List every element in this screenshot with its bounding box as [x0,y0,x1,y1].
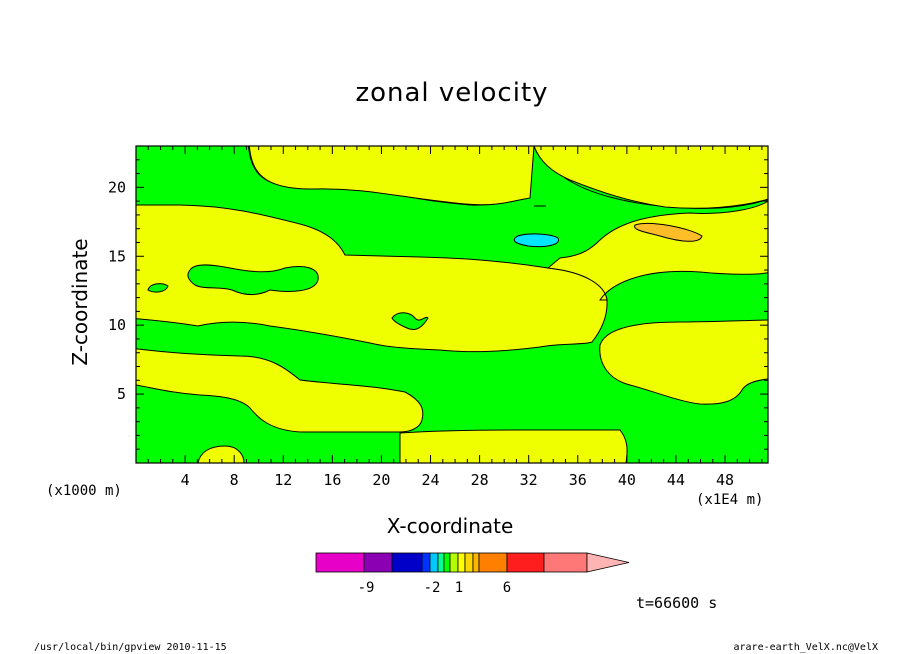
y-tick-label: 15 [108,247,126,265]
colorbar-arrow [586,552,630,573]
x-tick-label: 36 [569,471,587,489]
x-tick-label: 24 [421,471,439,489]
contour-group [136,146,768,463]
colorbar-cell [443,552,451,573]
x-tick-label: 8 [230,471,239,489]
x-tick-label: 4 [181,471,190,489]
time-label: t=66600 s [636,594,718,612]
x-tick-label: 16 [323,471,341,489]
colorbar-cell [363,552,393,573]
y-tick-label: 10 [108,316,126,334]
x-unit-right: (x1E4 m) [696,492,764,508]
yellow-central [136,204,608,353]
colorbar-label: -9 [358,580,375,596]
yellow-top-left [248,146,535,206]
green-island-1 [187,264,319,295]
x-tick-label: 40 [618,471,636,489]
colorbar-cell [472,552,480,573]
colorbar-label: 1 [455,580,463,596]
x-tick-label: 20 [372,471,390,489]
x-tick-label: 28 [471,471,489,489]
x-tick-label: 12 [274,471,292,489]
footer-left: /usr/local/bin/gpview 2010-11-15 [34,642,227,653]
x-tick-label: 48 [716,471,734,489]
colorbar-cell [449,552,459,573]
colorbar-cell [506,552,545,573]
x-axis-label: X-coordinate [386,514,514,538]
colorbar-cell [457,552,466,573]
colorbar-cell [391,552,423,573]
yellow-bottom-small [197,445,245,463]
colorbar-cell [543,552,588,573]
chart-title: zonal velocity [355,78,549,108]
colorbar-cell [315,552,365,573]
yellow-right-upper [546,200,768,301]
colorbar-label: 6 [503,580,511,596]
yellow-lower-left [136,348,424,433]
y-tick-label: 5 [117,385,126,403]
y-axis-label: Z-coordinate [68,238,92,366]
colorbar-label: -2 [424,580,441,596]
cyan-anomaly [513,233,560,248]
green-island-3 [391,312,429,331]
orange-anomaly [634,222,703,242]
yellow-top-right [533,146,768,209]
colorbar-cell [437,552,445,573]
colorbar-cell [421,552,431,573]
y-tick-label: 20 [108,178,126,196]
x-unit-left: (x1000 m) [46,483,122,499]
colorbar-cell [429,552,439,573]
x-tick-label: 44 [667,471,685,489]
colorbar-cell [464,552,474,573]
yellow-bottom [399,429,628,463]
colorbar-cell [478,552,508,573]
footer-right: arare-earth_VelX.nc@VelX [733,642,879,653]
plot-frame [135,145,769,464]
green-island-2 [147,283,169,293]
x-tick-label: 32 [520,471,538,489]
yellow-right-lower [599,319,768,405]
